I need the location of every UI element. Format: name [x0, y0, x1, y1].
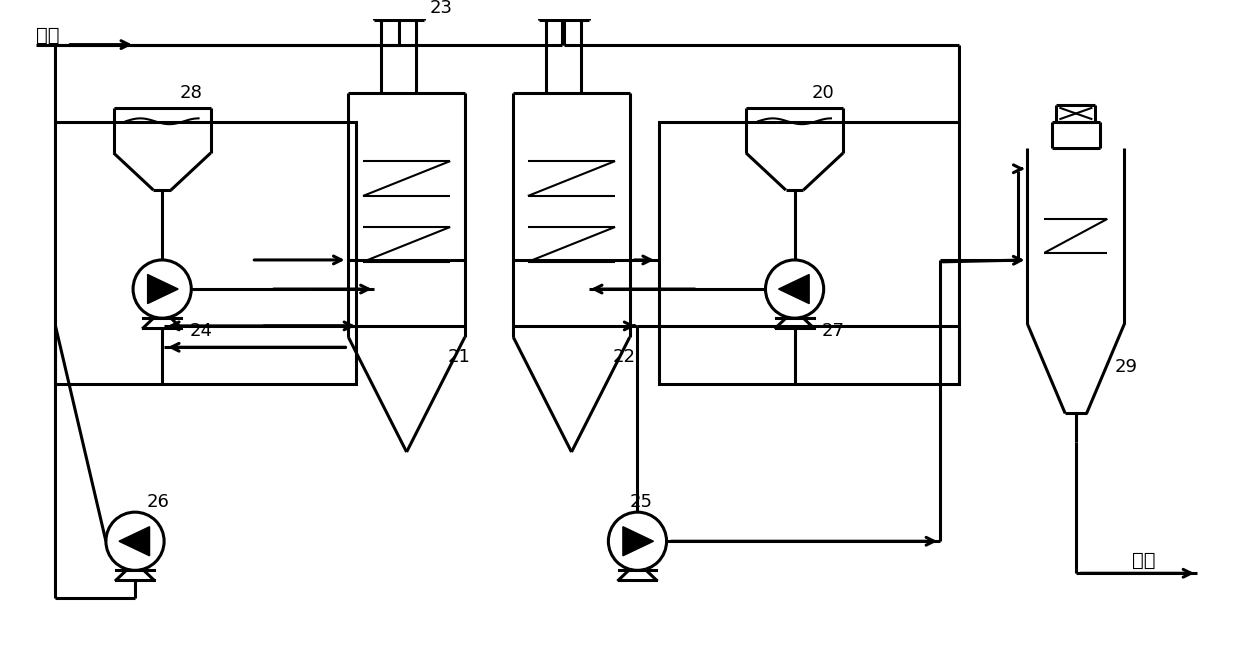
Text: 27: 27 [822, 322, 844, 340]
Text: 29: 29 [1115, 358, 1137, 376]
Text: 浆液: 浆液 [1132, 550, 1156, 570]
Text: 21: 21 [448, 348, 470, 366]
Bar [56, 122, 356, 384]
Polygon shape [779, 275, 810, 304]
Polygon shape [622, 526, 653, 556]
Text: 22: 22 [613, 348, 635, 366]
Bar [658, 122, 960, 384]
Text: 溶剂: 溶剂 [36, 26, 60, 45]
Text: 23: 23 [430, 0, 453, 17]
Text: 28: 28 [180, 84, 202, 102]
Text: 24: 24 [190, 322, 212, 340]
Polygon shape [148, 275, 179, 304]
Text: 25: 25 [630, 494, 652, 511]
Text: 26: 26 [146, 494, 170, 511]
Polygon shape [119, 526, 150, 556]
Text: 20: 20 [812, 84, 835, 102]
